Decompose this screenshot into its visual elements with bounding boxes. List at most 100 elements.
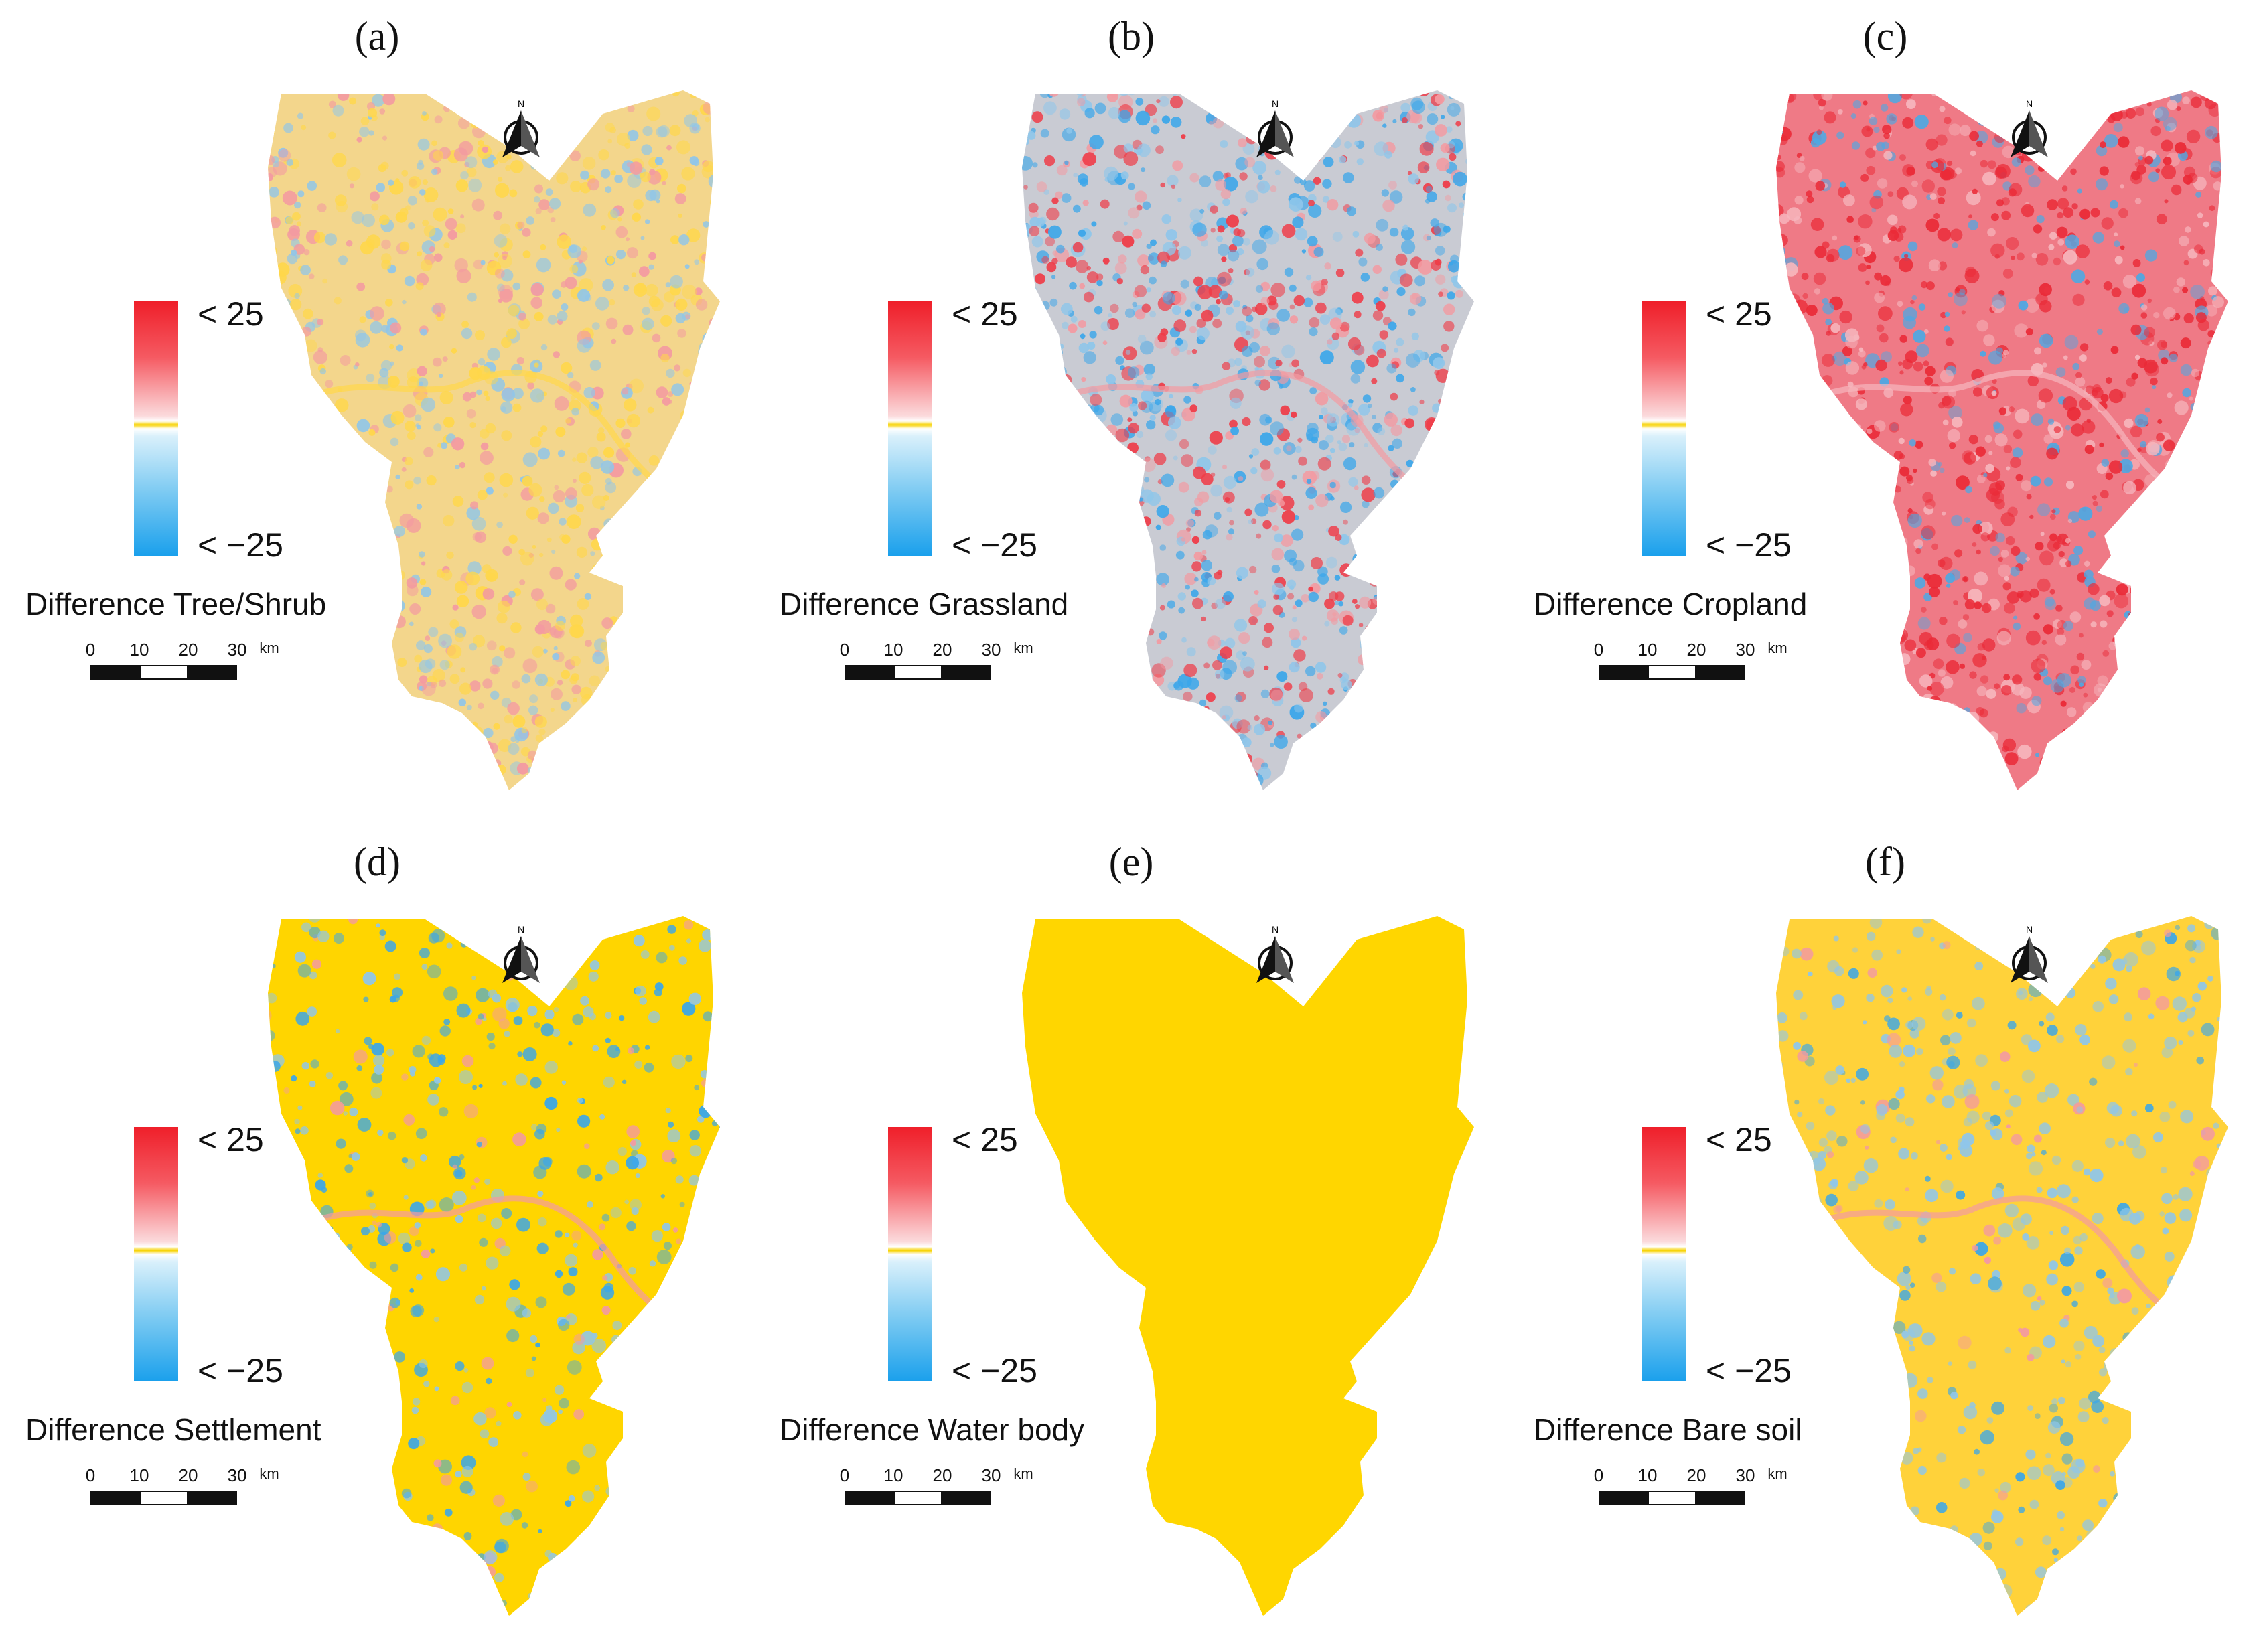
- scale-segment: [188, 1491, 237, 1505]
- scale-segment: [188, 665, 237, 680]
- scale-tick-label: 30: [227, 1465, 247, 1485]
- scale-segment: [845, 1491, 893, 1505]
- legend-title: Difference Water body: [780, 1412, 1085, 1447]
- scale-segment: [90, 665, 139, 680]
- scale-segment: [942, 1491, 991, 1505]
- map-panel: N (a) < 25 < −25 Difference Tree/Shrub 0 10 20 3…: [0, 0, 754, 826]
- difference-map: N: [268, 916, 720, 1616]
- north-arrow-icon: N: [1256, 924, 1294, 983]
- map-panel: N (b) < 25 < −25 Difference Grassland 0 10 20 30…: [754, 0, 1508, 826]
- scale-tick-label: 0: [85, 640, 96, 660]
- scale-segment: [1696, 665, 1745, 680]
- scale-segment: [845, 665, 893, 680]
- north-label: N: [518, 924, 524, 935]
- legend-title: Difference Bare soil: [1534, 1412, 1802, 1447]
- panel-letter: (b): [1108, 14, 1155, 58]
- color-legend: < 25 < −25 Difference Water body: [774, 1121, 1122, 1502]
- scale-segment: [893, 665, 942, 680]
- north-arrow-icon: N: [2011, 98, 2048, 157]
- legend-color-bar: [1642, 301, 1686, 556]
- legend-color-bar: [134, 1127, 178, 1381]
- scale-unit-label: km: [1767, 1465, 1787, 1482]
- legend-max-label: < 25: [198, 295, 264, 333]
- color-legend: < 25 < −25 Difference Settlement: [20, 1121, 368, 1502]
- scale-segment: [1599, 1491, 1648, 1505]
- panel-letter: (f): [1865, 840, 1905, 884]
- legend-color-bar: [134, 301, 178, 556]
- color-legend: < 25 < −25 Difference Bare soil: [1528, 1121, 1877, 1502]
- scale-tick-label: 20: [178, 1465, 198, 1485]
- scale-segment: [893, 1491, 942, 1505]
- scale-tick-label: 10: [883, 1465, 903, 1485]
- scale-tick-label: 30: [1735, 1465, 1755, 1485]
- scale-tick-label: 30: [227, 640, 247, 660]
- legend-title: Difference Grassland: [780, 587, 1069, 621]
- north-label: N: [518, 98, 524, 109]
- scale-bar: 0 10 20 30 km: [1582, 640, 1787, 693]
- map-panel: N (d) < 25 < −25 Difference Settlement 0 10 20 3…: [0, 826, 754, 1651]
- difference-map: N: [268, 90, 720, 790]
- legend-title: Difference Tree/Shrub: [25, 587, 327, 621]
- north-arrow-icon: N: [502, 98, 540, 157]
- scale-tick-label: 10: [1637, 640, 1658, 660]
- scale-tick-label: 30: [1735, 640, 1755, 660]
- scale-tick-label: 30: [981, 1465, 1001, 1485]
- legend-title: Difference Settlement: [25, 1412, 321, 1447]
- scale-unit-label: km: [1013, 640, 1033, 656]
- scale-tick-label: 10: [1637, 1465, 1658, 1485]
- panel-letter: (a): [354, 14, 400, 58]
- difference-map: N: [1022, 916, 1474, 1616]
- scale-unit-label: km: [1013, 1465, 1033, 1482]
- scale-unit-label: km: [259, 1465, 279, 1482]
- color-legend: < 25 < −25 Difference Grassland: [774, 295, 1122, 676]
- north-arrow-icon: N: [2011, 924, 2048, 983]
- map-region: [1022, 916, 1474, 1616]
- north-arrow-icon: N: [502, 924, 540, 983]
- map-panel: N (c) < 25 < −25 Difference Cropland 0 10 20 30 k…: [1508, 0, 2262, 826]
- legend-min-label: < −25: [1706, 1352, 1792, 1390]
- legend-min-label: < −25: [952, 526, 1037, 564]
- scale-segment: [90, 1491, 139, 1505]
- scale-segment: [1648, 665, 1696, 680]
- scale-tick-label: 20: [178, 640, 198, 660]
- north-label: N: [1272, 924, 1279, 935]
- north-label: N: [2026, 98, 2033, 109]
- difference-map: N: [1776, 916, 2228, 1616]
- map-region: [268, 90, 720, 790]
- legend-min-label: < −25: [952, 1352, 1037, 1390]
- legend-color-bar: [888, 1127, 932, 1381]
- north-label: N: [1272, 98, 1279, 109]
- scale-tick-label: 30: [981, 640, 1001, 660]
- scale-tick-label: 0: [839, 1465, 850, 1485]
- scale-tick-label: 0: [85, 1465, 96, 1485]
- map-region: [1776, 916, 2228, 1616]
- scale-bar: 0 10 20 30 km: [1582, 1465, 1787, 1519]
- panel-letter: (d): [354, 840, 400, 884]
- scale-segment: [942, 665, 991, 680]
- north-label: N: [2026, 924, 2033, 935]
- scale-tick-label: 0: [1593, 640, 1604, 660]
- color-legend: < 25 < −25 Difference Tree/Shrub: [20, 295, 368, 676]
- scale-unit-label: km: [259, 640, 279, 656]
- scale-tick-label: 20: [1686, 1465, 1706, 1485]
- map-panel: N (e) < 25 < −25 Difference Water body 0 10 20 3…: [754, 826, 1508, 1651]
- legend-min-label: < −25: [198, 1352, 283, 1390]
- scale-bar: 0 10 20 30 km: [74, 1465, 279, 1519]
- scale-tick-label: 0: [1593, 1465, 1604, 1485]
- color-legend: < 25 < −25 Difference Cropland: [1528, 295, 1877, 676]
- legend-color-bar: [1642, 1127, 1686, 1381]
- scale-segment: [1696, 1491, 1745, 1505]
- scale-tick-label: 20: [932, 1465, 952, 1485]
- scale-tick-label: 10: [883, 640, 903, 660]
- legend-max-label: < 25: [1706, 1121, 1772, 1158]
- scale-tick-label: 10: [129, 640, 149, 660]
- legend-title: Difference Cropland: [1534, 587, 1808, 621]
- panel-letter: (e): [1108, 840, 1154, 884]
- scale-bar: 0 10 20 30 km: [74, 640, 279, 693]
- legend-max-label: < 25: [1706, 295, 1772, 333]
- legend-min-label: < −25: [1706, 526, 1792, 564]
- scale-segment: [1648, 1491, 1696, 1505]
- scale-bar: 0 10 20 30 km: [828, 1465, 1033, 1519]
- scale-segment: [1599, 665, 1648, 680]
